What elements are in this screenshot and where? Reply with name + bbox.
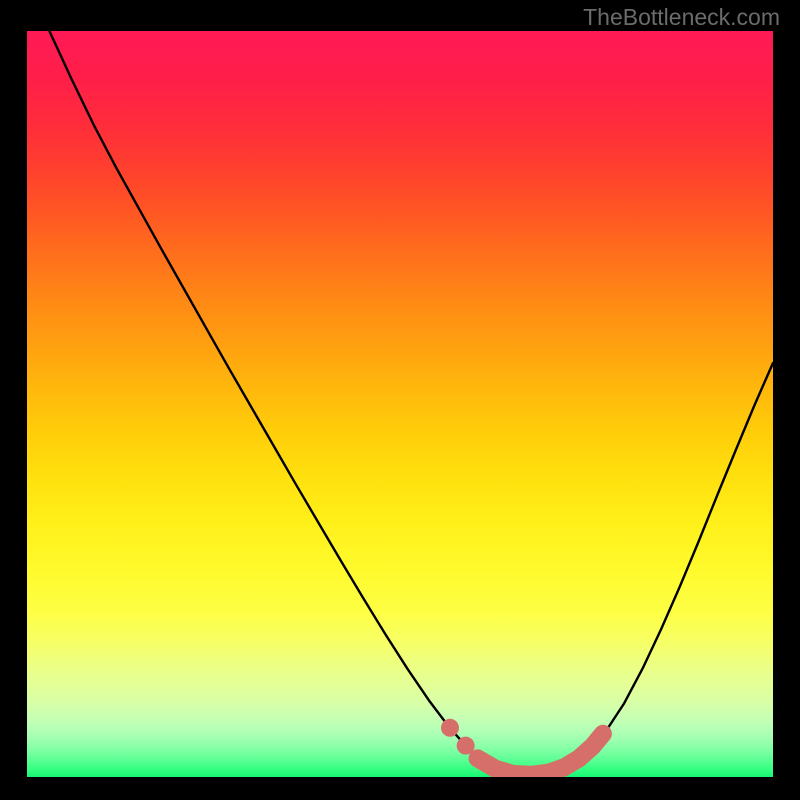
watermark-text: TheBottleneck.com (583, 4, 780, 31)
plot-svg (27, 31, 773, 777)
bottleneck-curve-chart (27, 31, 773, 777)
highlight-dot-1 (457, 737, 475, 755)
chart-stage: TheBottleneck.com (0, 0, 800, 800)
gradient-background (27, 31, 773, 777)
highlight-dot-0 (441, 719, 459, 737)
